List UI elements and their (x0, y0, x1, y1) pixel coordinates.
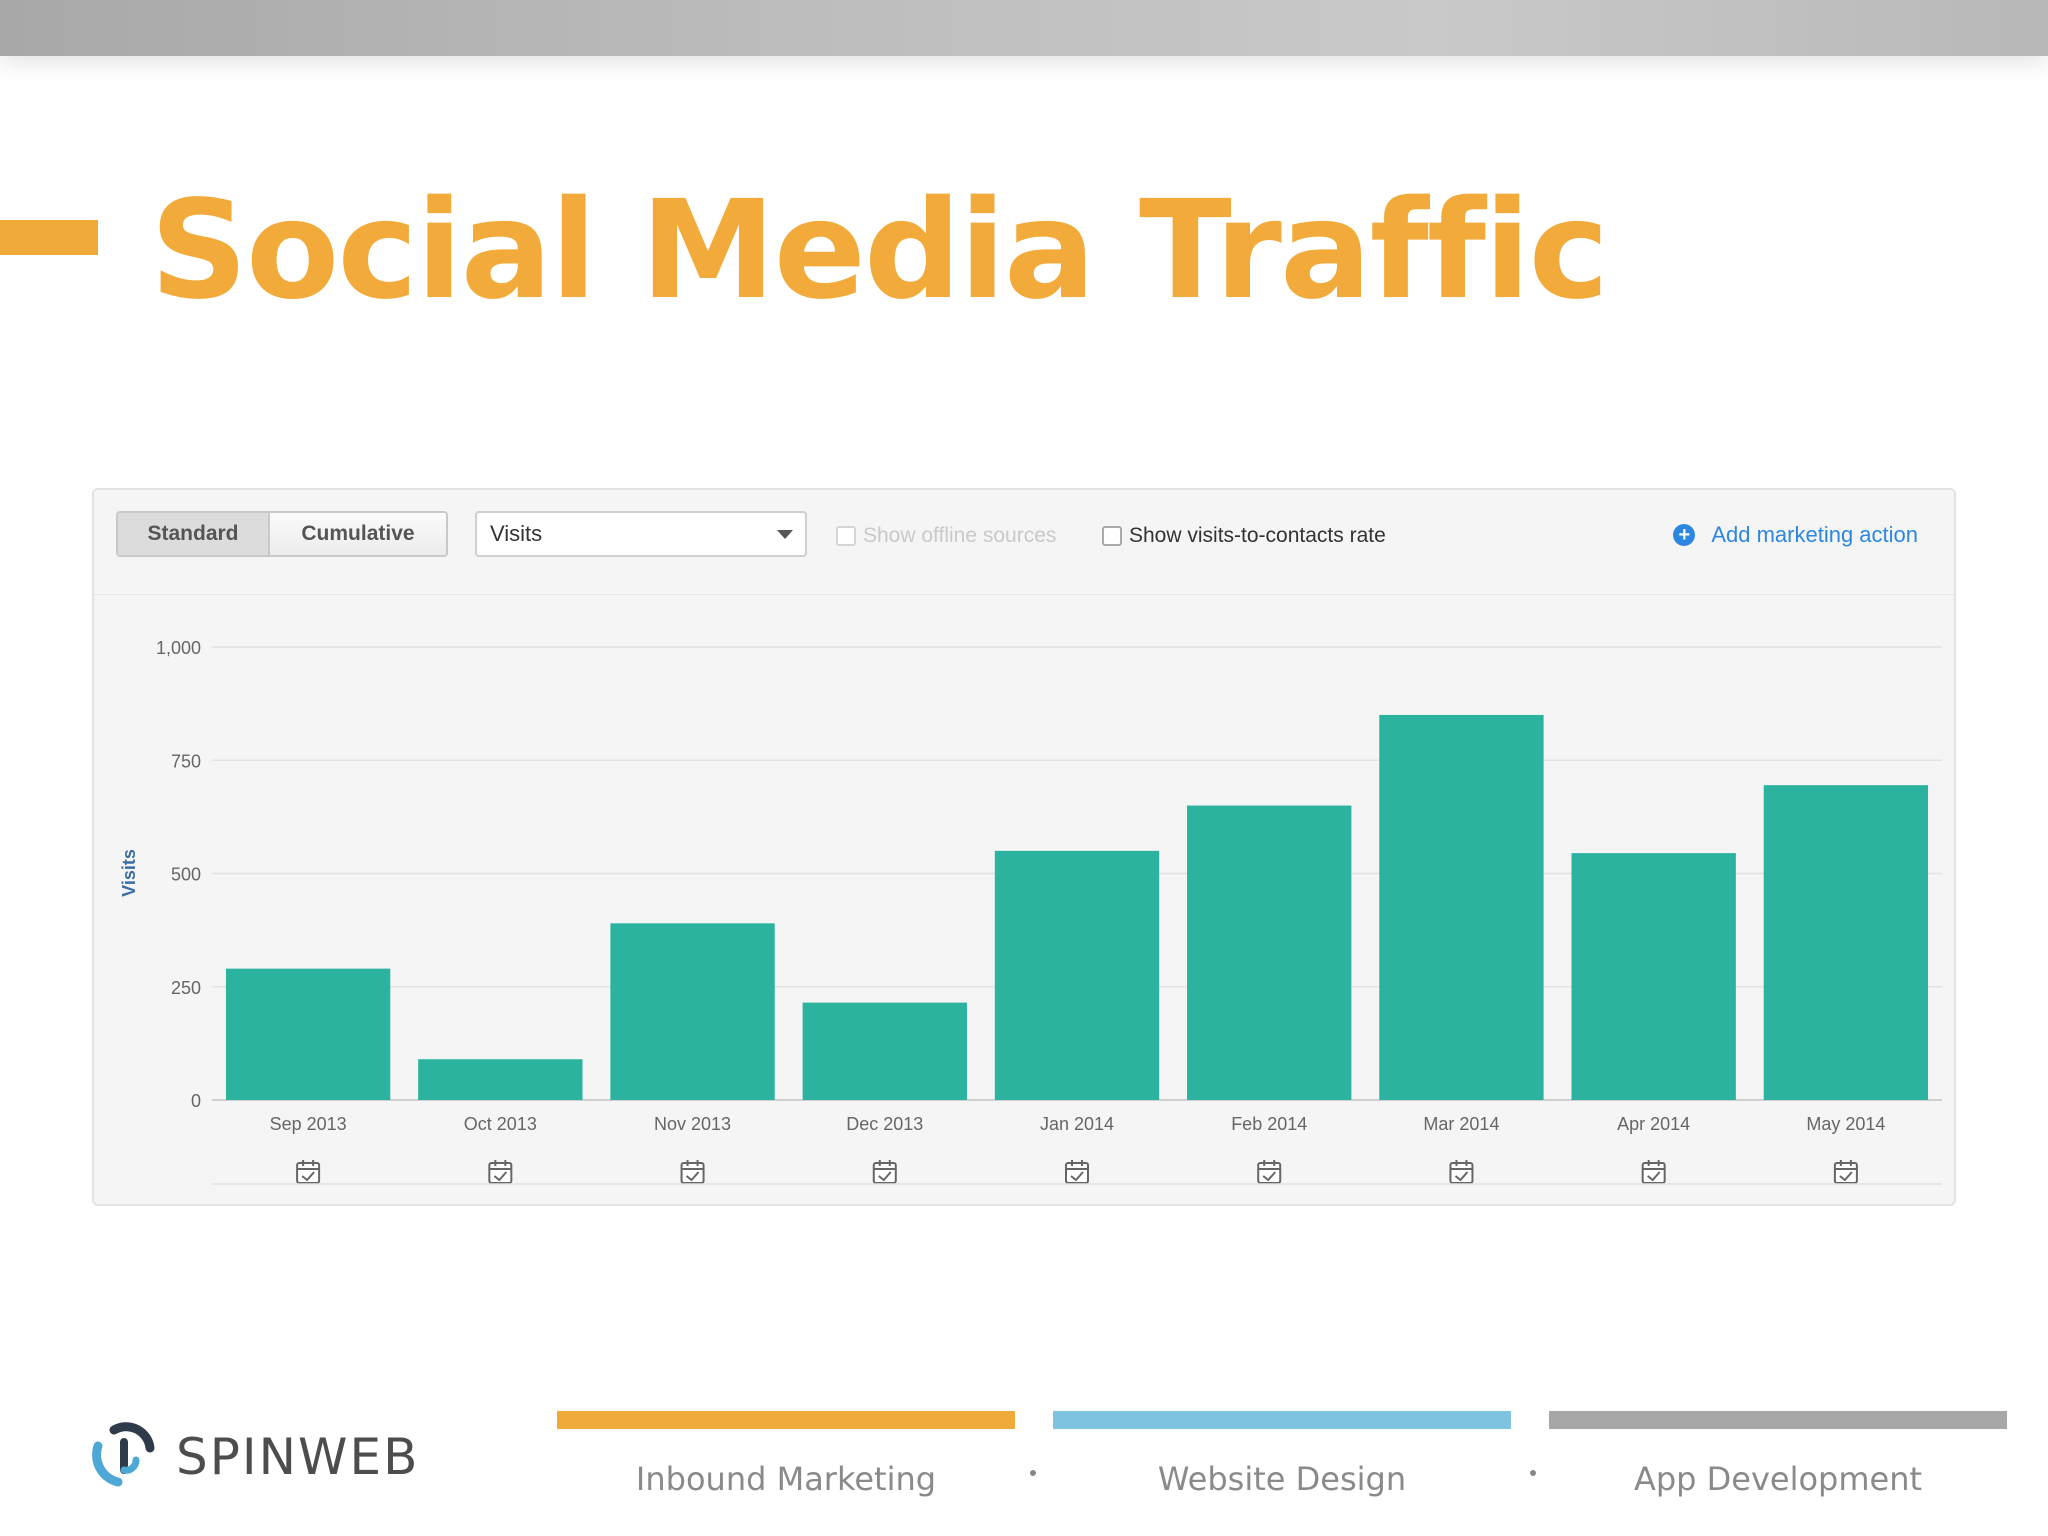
metric-select[interactable]: Visits (475, 511, 807, 557)
bar (1571, 853, 1736, 1100)
x-tick-label: Nov 2013 (654, 1114, 731, 1134)
service-bar-app-development (1549, 1411, 2007, 1429)
metric-select-value: Visits (490, 521, 543, 546)
calendar-check-icon[interactable] (488, 1160, 513, 1184)
bar (994, 850, 1160, 1100)
bar (418, 1059, 583, 1100)
checkbox-box (836, 526, 856, 546)
x-tick-label: Feb 2014 (1231, 1114, 1307, 1134)
x-tick-label: Dec 2013 (846, 1114, 923, 1134)
calendar-check-icon[interactable] (1641, 1160, 1666, 1184)
calendar-check-icon[interactable] (1833, 1160, 1858, 1184)
bar (802, 1002, 967, 1100)
x-tick-label: Oct 2013 (464, 1114, 537, 1134)
y-tick-label: 500 (171, 865, 201, 885)
bar (1379, 714, 1544, 1100)
x-tick-label: Jan 2014 (1040, 1114, 1114, 1134)
x-tick-label: May 2014 (1806, 1114, 1885, 1134)
spinweb-logo-icon (92, 1422, 155, 1487)
show-visits-to-contacts-checkbox[interactable]: Show visits-to-contacts rate (1102, 524, 1386, 548)
bar (225, 968, 391, 1100)
service-label-website-design: Website Design (1157, 1460, 1407, 1498)
service-separator-dot (1030, 1470, 1036, 1476)
chart-panel: Standard Cumulative Visits Show offline … (92, 488, 1956, 1206)
brand-name: SPINWEB (176, 1428, 420, 1486)
calendar-check-icon[interactable] (1449, 1160, 1474, 1184)
service-separator-dot (1530, 1470, 1536, 1476)
top-banner (0, 0, 2048, 56)
checkbox-box (1102, 526, 1122, 546)
y-tick-label: 250 (171, 978, 201, 998)
show-offline-sources-checkbox[interactable]: Show offline sources (836, 524, 1056, 548)
title-accent-bar (0, 220, 98, 255)
bar (610, 923, 775, 1100)
calendar-check-icon[interactable] (1257, 1160, 1282, 1184)
service-bar-inbound-marketing (557, 1411, 1015, 1429)
service-bar-website-design (1053, 1411, 1511, 1429)
bar (1187, 805, 1352, 1100)
plus-circle-icon: + (1673, 524, 1696, 546)
toolbar-divider (94, 594, 1954, 595)
slide-title: Social Media Traffic (150, 172, 1609, 330)
service-label-inbound-marketing: Inbound Marketing (635, 1460, 937, 1498)
service-label-app-development: App Development (1633, 1460, 1923, 1498)
y-axis-label: Visits (119, 849, 139, 897)
mode-toggle: Standard Cumulative (116, 511, 448, 557)
add-marketing-action-link[interactable]: + Add marketing action (1673, 522, 1918, 548)
visits-bar-chart: 0 250 500 750 1,000 Visits Sep 2013 Oct 2013 Nov… (119, 638, 1942, 1185)
y-tick-label: 750 (171, 751, 201, 771)
calendar-check-icon[interactable] (1065, 1160, 1089, 1184)
calendar-check-icon[interactable] (680, 1160, 705, 1184)
y-tick-label: 1,000 (156, 638, 201, 658)
y-tick-label: 0 (191, 1091, 201, 1111)
x-tick-label: Apr 2014 (1617, 1114, 1690, 1134)
show-visits-to-contacts-label: Show visits-to-contacts rate (1129, 524, 1386, 547)
x-tick-label: Mar 2014 (1423, 1114, 1499, 1134)
calendar-check-icon[interactable] (872, 1160, 897, 1184)
chevron-down-icon (777, 529, 793, 539)
calendar-check-icon[interactable] (296, 1160, 321, 1184)
x-tick-label: Sep 2013 (270, 1114, 347, 1134)
standard-button[interactable]: Standard (118, 513, 270, 555)
show-offline-sources-label: Show offline sources (863, 524, 1057, 547)
bar (1763, 785, 1929, 1100)
cumulative-button[interactable]: Cumulative (270, 513, 446, 555)
add-marketing-action-label: Add marketing action (1711, 522, 1918, 547)
